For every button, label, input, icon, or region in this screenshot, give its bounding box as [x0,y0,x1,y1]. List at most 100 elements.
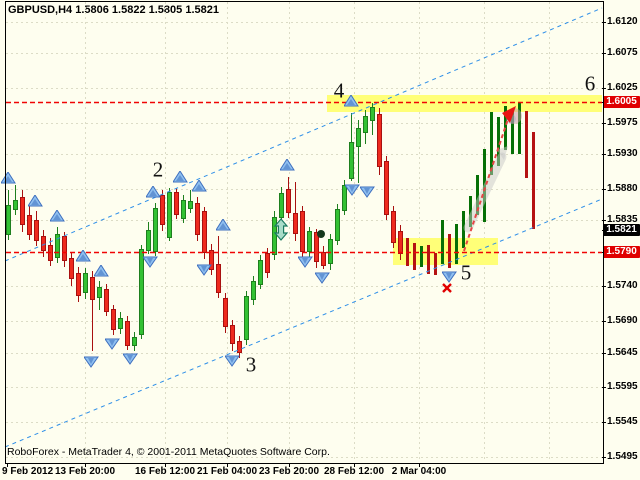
fractal-down-icon [84,356,99,368]
price-tick [602,88,606,89]
candle-body [244,296,249,340]
candle-body [377,114,382,167]
fractal-down-icon [105,338,120,350]
price-label-1.5595: 1.5595 [607,381,638,392]
hgrid-line [6,154,602,155]
price-bar [462,211,465,248]
candle-body [328,239,333,264]
candle-body [125,321,130,346]
candle-body [370,107,375,121]
price-bar [448,234,451,268]
price-tick [602,53,606,54]
fractal-up-icon [280,159,295,171]
price-label-1.5790: 1.5790 [603,246,640,258]
candle-body [349,142,354,179]
price-tick [602,286,606,287]
resistance-zone [327,95,602,112]
candle-body [216,264,221,293]
fractal-up-icon [192,180,207,192]
vgrid-line [549,2,550,461]
price-label-1.5835: 1.5835 [607,214,638,225]
price-label-1.5880: 1.5880 [607,183,638,194]
time-label: 28 Feb 12:00 [323,466,385,477]
candle-body [90,277,95,300]
price-tick [602,353,606,354]
time-tick [165,463,166,467]
time-label: 21 Feb 04:00 [196,466,258,477]
candle-body [167,192,172,238]
vgrid-line [419,2,420,461]
fractal-up-icon [50,210,65,222]
candle-body [13,200,18,210]
price-label-1.5545: 1.5545 [607,416,638,427]
forecast-arrow-shaft [463,118,509,252]
candle-body [391,211,396,243]
candle-body [356,128,361,147]
hgrid-line [6,353,602,354]
time-label: 2 Mar 04:00 [391,466,447,477]
candle-body [34,220,39,241]
candle-body [104,289,109,312]
price-bar [441,220,444,264]
fractal-down-icon [360,186,375,198]
candle-body [188,201,193,209]
candle-body [384,161,389,215]
candle-body [272,217,277,255]
fractal-up-icon [216,219,231,231]
candle-body [6,205,11,235]
fractal-up-icon [94,265,109,277]
candle-body [41,236,46,251]
price-label-1.6120: 1.6120 [607,16,638,27]
price-bar [511,111,514,154]
price-bar [455,224,458,264]
price-tick [602,123,606,124]
price-bar [476,175,479,215]
price-bar [434,253,437,275]
hgrid-line [6,457,602,458]
candle-body [265,253,270,273]
candle-body [48,245,53,261]
candle-body [111,309,116,330]
price-bar [525,111,528,178]
hgrid-line [6,22,602,23]
price-tick [602,321,606,322]
fractal-down-icon [225,355,240,367]
candle-body [321,252,326,266]
candle-body [160,195,165,225]
hgrid-line [6,189,602,190]
hgrid-line [6,286,602,287]
time-label: 13 Feb 20:00 [54,466,116,477]
vgrid-line [227,2,228,461]
candle-body [174,192,179,215]
hgrid-line [6,88,602,89]
fractal-up-icon [28,195,43,207]
candle-body [223,298,228,327]
wave-number-3: 3 [245,352,257,377]
price-label-1.5821: 1.5821 [603,224,640,236]
time-tick [227,463,228,467]
candle-body [398,231,403,254]
hgrid-line [6,321,602,322]
price-bar [532,132,535,229]
time-tick [354,463,355,467]
price-tick [602,220,606,221]
candle-body [76,273,81,296]
hgrid-line [6,422,602,423]
candle-body [230,325,235,344]
candle-body [69,258,74,279]
wave-number-6: 6 [584,71,596,96]
price-bar [406,238,409,266]
vgrid-line [165,2,166,461]
price-label-1.6005: 1.6005 [603,96,640,108]
wave-number-5: 5 [460,260,472,285]
candle-body [279,193,284,218]
price-label-1.5690: 1.5690 [607,315,638,326]
vgrid-line [354,2,355,461]
wave-number-4: 4 [333,78,345,103]
price-tick [602,22,606,23]
price-bar [518,102,521,154]
fractal-down-icon [345,184,360,196]
price-bar [469,196,472,227]
fractal-down-icon [143,256,158,268]
